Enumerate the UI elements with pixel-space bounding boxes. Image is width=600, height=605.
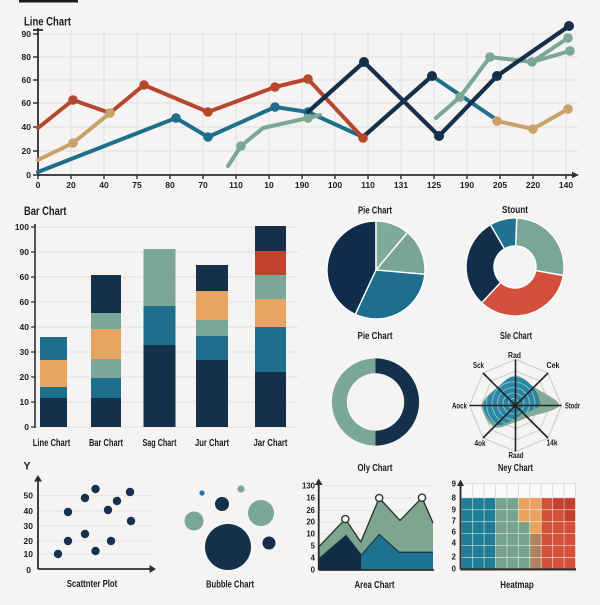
svg-text:60: 60 — [22, 98, 32, 108]
svg-text:190: 190 — [460, 180, 474, 190]
svg-text:Pie Chart: Pie Chart — [358, 331, 394, 342]
svg-text:Area Chart: Area Chart — [355, 580, 396, 591]
svg-text:Bubble Chart: Bubble Chart — [206, 580, 255, 591]
svg-text:0: 0 — [452, 565, 457, 574]
svg-text:30: 30 — [20, 347, 30, 357]
svg-text:Heatmap: Heatmap — [500, 580, 534, 591]
svg-text:30: 30 — [24, 521, 34, 531]
svg-text:190: 190 — [295, 180, 309, 190]
svg-text:Stount: Stount — [502, 205, 529, 216]
svg-text:80: 80 — [165, 180, 175, 190]
svg-text:Y: Y — [24, 461, 32, 473]
svg-text:Raad: Raad — [509, 451, 524, 460]
svg-text:Jar Chart: Jar Chart — [254, 438, 289, 449]
svg-text:26: 26 — [306, 506, 315, 515]
svg-text:110: 110 — [229, 180, 243, 190]
svg-text:Sle Chart: Sle Chart — [500, 331, 532, 342]
svg-text:Line Chart: Line Chart — [33, 438, 71, 449]
svg-text:9: 9 — [452, 480, 457, 489]
svg-text:90: 90 — [20, 247, 30, 257]
svg-text:10: 10 — [24, 549, 34, 559]
svg-text:100: 100 — [328, 180, 342, 190]
svg-text:130: 130 — [302, 482, 316, 491]
svg-text:75: 75 — [132, 180, 142, 190]
svg-text:10: 10 — [306, 530, 315, 539]
svg-text:60: 60 — [20, 272, 30, 282]
svg-text:0: 0 — [26, 565, 31, 575]
svg-text:0: 0 — [26, 170, 31, 180]
svg-text:205: 205 — [493, 180, 507, 190]
svg-text:Oly Chart: Oly Chart — [358, 463, 394, 474]
svg-text:Bar Chart: Bar Chart — [24, 206, 67, 218]
svg-text:131: 131 — [394, 180, 408, 190]
svg-text:Cek: Cek — [547, 361, 560, 370]
svg-text:2: 2 — [452, 553, 457, 562]
svg-text:70: 70 — [198, 180, 208, 190]
svg-text:10: 10 — [20, 397, 30, 407]
svg-text:60: 60 — [20, 297, 30, 307]
svg-text:8: 8 — [452, 494, 457, 503]
svg-text:0: 0 — [36, 180, 41, 190]
svg-text:40: 40 — [99, 180, 109, 190]
svg-text:7: 7 — [452, 517, 456, 526]
svg-text:50: 50 — [24, 491, 34, 501]
svg-text:Aock: Aock — [452, 402, 467, 411]
svg-text:9: 9 — [452, 506, 457, 515]
svg-text:20: 20 — [24, 536, 34, 546]
svg-text:14k: 14k — [547, 439, 558, 448]
svg-text:110: 110 — [361, 180, 375, 190]
svg-text:40: 40 — [24, 506, 34, 516]
svg-text:140: 140 — [559, 180, 573, 190]
svg-text:Stodr: Stodr — [565, 402, 580, 411]
svg-text:220: 220 — [526, 180, 540, 190]
svg-text:Jur Chart: Jur Chart — [195, 438, 230, 449]
svg-text:125: 125 — [427, 180, 441, 190]
svg-text:Sag Chart: Sag Chart — [143, 438, 177, 449]
svg-text:0: 0 — [311, 566, 316, 575]
svg-text:4: 4 — [311, 554, 316, 563]
svg-text:16: 16 — [306, 494, 315, 503]
svg-text:Sck: Sck — [473, 361, 484, 370]
svg-text:40: 40 — [22, 122, 32, 132]
svg-text:6: 6 — [452, 528, 457, 537]
svg-text:Pie Chart: Pie Chart — [358, 205, 393, 216]
svg-text:Rad: Rad — [508, 351, 521, 360]
svg-text:4: 4 — [452, 539, 457, 548]
svg-text:20: 20 — [306, 518, 315, 527]
svg-text:Line Chart: Line Chart — [24, 17, 71, 29]
svg-text:90: 90 — [22, 29, 32, 39]
svg-text:20: 20 — [22, 146, 32, 156]
svg-text:0: 0 — [24, 422, 29, 432]
svg-text:4ok: 4ok — [475, 439, 486, 448]
svg-text:40: 40 — [20, 322, 30, 332]
svg-text:Ney Chart: Ney Chart — [498, 463, 533, 474]
svg-text:100: 100 — [15, 222, 29, 232]
svg-text:Scattnter Plot: Scattnter Plot — [67, 579, 118, 590]
svg-text:5: 5 — [311, 542, 316, 551]
svg-text:10: 10 — [264, 180, 274, 190]
svg-text:60: 60 — [22, 75, 32, 85]
svg-text:20: 20 — [20, 372, 30, 382]
svg-text:Bar Chart: Bar Chart — [89, 438, 123, 449]
svg-text:20: 20 — [66, 180, 76, 190]
svg-text:80: 80 — [22, 52, 32, 62]
